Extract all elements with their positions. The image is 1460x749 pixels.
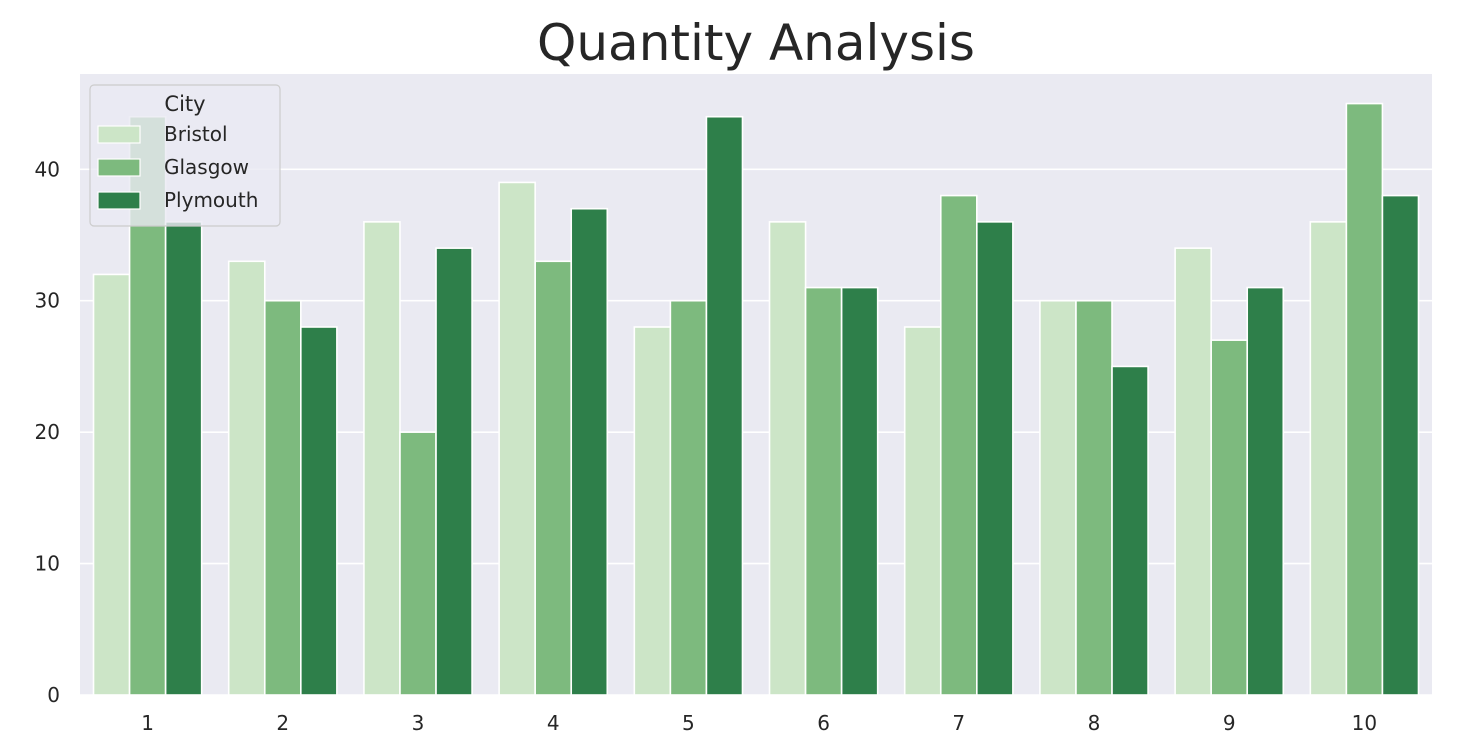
bar-plymouth-9	[1246, 286, 1285, 696]
legend-title: City	[164, 92, 205, 116]
y-tick-label: 30	[35, 289, 60, 313]
bar-bristol-2	[227, 260, 266, 696]
y-axis-ticks: 0 10 20 30 40	[35, 157, 60, 707]
x-tick-label: 6	[817, 711, 830, 735]
bar-bristol-7	[903, 326, 942, 696]
bar-glasgow-5	[669, 299, 708, 696]
legend-swatch-bristol	[97, 125, 141, 144]
bar-bristol-9	[1174, 247, 1212, 696]
x-tick-label: 4	[547, 711, 560, 735]
legend: City Bristol Glasgow Plymouth	[89, 84, 281, 227]
bar-bristol-4	[498, 181, 536, 696]
legend-label-glasgow: Glasgow	[164, 155, 249, 179]
x-axis-ticks: 1 2 3 4 5 6 7 8 9 10	[141, 711, 1377, 735]
bars	[92, 102, 1420, 696]
bar-plymouth-8	[1111, 365, 1149, 696]
x-tick-label: 8	[1088, 711, 1101, 735]
bar-plymouth-6	[840, 286, 879, 696]
bar-plymouth-7	[976, 221, 1014, 696]
chart-title: Quantity Analysis	[537, 14, 975, 72]
y-tick-label: 0	[47, 683, 60, 707]
x-tick-label: 9	[1223, 711, 1236, 735]
bar-plymouth-2	[300, 326, 338, 696]
legend-swatch-plymouth	[97, 191, 141, 210]
bar-glasgow-3	[399, 431, 437, 696]
bar-plymouth-3	[435, 247, 473, 696]
bar-bristol-10	[1309, 221, 1348, 696]
bar-glasgow-10	[1345, 102, 1384, 696]
y-tick-label: 10	[35, 552, 60, 576]
bar-plymouth-10	[1381, 194, 1420, 696]
bar-glasgow-2	[263, 299, 302, 696]
x-tick-label: 5	[682, 711, 695, 735]
bar-plymouth-4	[570, 207, 609, 696]
y-tick-label: 40	[35, 157, 60, 181]
bar-glasgow-9	[1210, 339, 1249, 696]
bar-bristol-8	[1039, 299, 1077, 696]
bar-glasgow-6	[804, 286, 843, 696]
bar-bristol-5	[633, 326, 672, 696]
legend-swatch-glasgow	[97, 158, 141, 177]
legend-box	[89, 84, 281, 227]
bar-bristol-1	[92, 273, 131, 696]
bar-glasgow-7	[939, 194, 978, 696]
legend-label-bristol: Bristol	[164, 122, 228, 146]
y-tick-label: 20	[35, 420, 60, 444]
x-tick-label: 2	[276, 711, 289, 735]
x-tick-label: 7	[952, 711, 965, 735]
bar-bristol-3	[363, 221, 401, 696]
bar-bristol-6	[768, 221, 807, 696]
x-tick-label: 1	[141, 711, 154, 735]
x-tick-label: 3	[412, 711, 425, 735]
bar-plymouth-1	[164, 221, 203, 696]
bar-plymouth-5	[705, 115, 744, 696]
bar-glasgow-4	[534, 260, 573, 696]
bar-glasgow-8	[1075, 299, 1113, 696]
x-tick-label: 10	[1352, 711, 1377, 735]
legend-label-plymouth: Plymouth	[164, 188, 258, 212]
